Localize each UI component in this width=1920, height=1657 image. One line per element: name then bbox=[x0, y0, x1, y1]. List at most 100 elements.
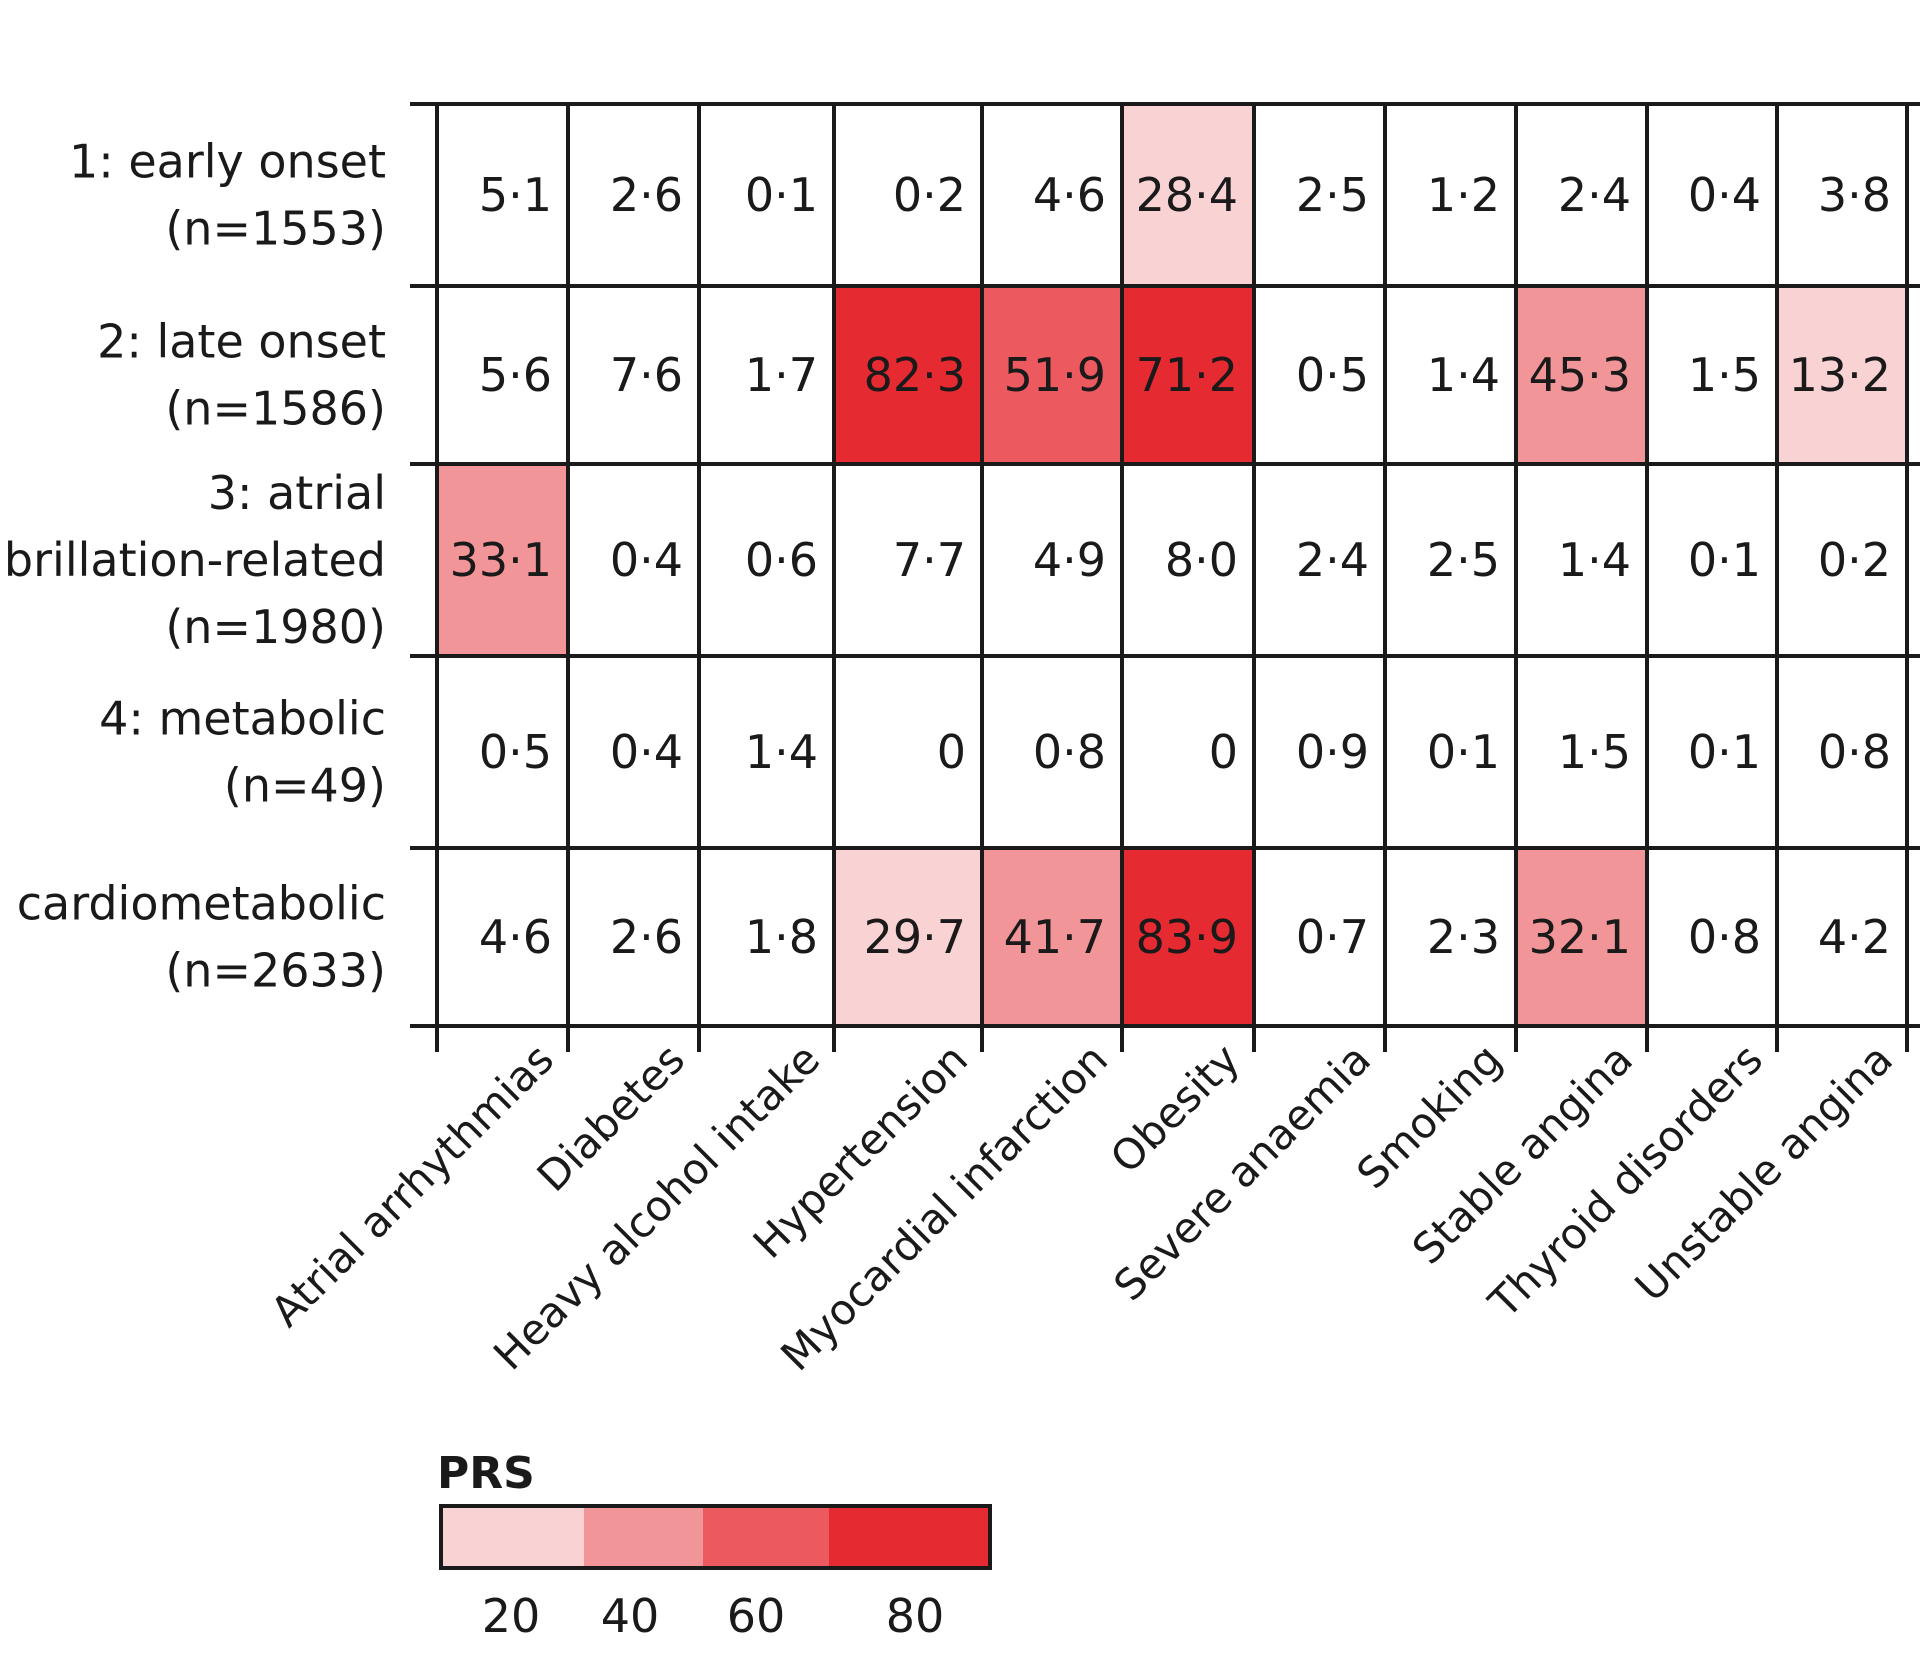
cell-value-label: 28·4 bbox=[1136, 168, 1238, 222]
cell-value-label: 0·1 bbox=[1427, 725, 1500, 779]
row-label: 1: early onset bbox=[69, 135, 386, 189]
cell-value-label: 0·5 bbox=[1296, 348, 1369, 402]
heatmap-cell bbox=[437, 848, 568, 1026]
cell-value-label: 4·9 bbox=[1033, 533, 1106, 587]
cell-value-label: 51·9 bbox=[1004, 348, 1106, 402]
row-label: (n=1553) bbox=[165, 202, 386, 256]
heatmap-cell bbox=[699, 104, 834, 286]
cell-value-labels: 5·1 2·6 0·1 0·2 4·6 28·4 2·5 1·2 2·4 0·4 3·8 5·6 7·6… bbox=[450, 168, 1891, 964]
heatmap-cell bbox=[1122, 656, 1254, 848]
heatmap-cell bbox=[1254, 464, 1385, 656]
heatmap-cell bbox=[1516, 286, 1647, 464]
heatmap-cell bbox=[1254, 848, 1385, 1026]
cell-value-label: 1·8 bbox=[745, 910, 818, 964]
cell-value-label: 1·2 bbox=[1427, 168, 1500, 222]
cell-value-label: 4·6 bbox=[479, 910, 552, 964]
cell-value-label: 0·4 bbox=[1688, 168, 1761, 222]
cell-value-label: 83·9 bbox=[1136, 910, 1238, 964]
cell-value-label: 0 bbox=[1209, 725, 1238, 779]
heatmap-cell bbox=[1385, 848, 1516, 1026]
cell-value-label: 1·5 bbox=[1688, 348, 1761, 402]
heatmap-cell bbox=[1122, 286, 1254, 464]
heatmap-cell bbox=[437, 104, 568, 286]
heatmap-cell bbox=[1647, 656, 1777, 848]
heatmap-cell bbox=[834, 656, 982, 848]
heatmap-cell bbox=[568, 286, 699, 464]
heatmap-cell bbox=[834, 464, 982, 656]
cell-value-label: 0 bbox=[937, 725, 966, 779]
heatmap-cell bbox=[1385, 464, 1516, 656]
cell-value-label: 0·2 bbox=[1818, 533, 1891, 587]
heatmap-cell bbox=[1777, 286, 1907, 464]
heatmap-cell bbox=[982, 848, 1122, 1026]
cell-value-label: 4·2 bbox=[1818, 910, 1891, 964]
cell-value-label: 0·8 bbox=[1818, 725, 1891, 779]
legend-tick-label: 60 bbox=[727, 1589, 786, 1643]
cell-value-label: 1·4 bbox=[1427, 348, 1500, 402]
cell-value-label: 2·5 bbox=[1427, 533, 1500, 587]
cell-value-label: 0·1 bbox=[1688, 725, 1761, 779]
heatmap-cell bbox=[1647, 104, 1777, 286]
heatmap-cell bbox=[982, 104, 1122, 286]
heatmap-cell bbox=[1516, 104, 1647, 286]
heatmap-cell bbox=[1777, 104, 1907, 286]
heatmap-cell bbox=[1385, 104, 1516, 286]
heatmap-cell bbox=[699, 464, 834, 656]
heatmap-cell bbox=[1777, 848, 1907, 1026]
heatmap-cell bbox=[1254, 104, 1385, 286]
legend-tick-label: 20 bbox=[482, 1589, 541, 1643]
heatmap-cell bbox=[437, 464, 568, 656]
heatmap-cell bbox=[1777, 464, 1907, 656]
cell-value-label: 1·5 bbox=[1558, 725, 1631, 779]
heatmap-cell bbox=[1777, 656, 1907, 848]
color-legend: PRS 20 40 60 80 bbox=[437, 1448, 992, 1643]
legend-color-bin bbox=[443, 1508, 584, 1566]
heatmap-cell bbox=[1647, 286, 1777, 464]
cell-value-label: 0·1 bbox=[1688, 533, 1761, 587]
cell-value-label: 13·2 bbox=[1789, 348, 1891, 402]
cell-value-label: 8·0 bbox=[1165, 533, 1238, 587]
cell-value-label: 41·7 bbox=[1004, 910, 1106, 964]
cell-value-label: 0·6 bbox=[745, 533, 818, 587]
cell-value-label: 33·1 bbox=[450, 533, 552, 587]
cell-value-label: 1·4 bbox=[745, 725, 818, 779]
cell-value-label: 3·8 bbox=[1818, 168, 1891, 222]
cell-value-label: 2·4 bbox=[1296, 533, 1369, 587]
legend-color-bin bbox=[829, 1508, 988, 1566]
heatmap-cell bbox=[568, 656, 699, 848]
cell-value-label: 0·5 bbox=[479, 725, 552, 779]
heatmap-cell bbox=[568, 848, 699, 1026]
cell-value-label: 0·9 bbox=[1296, 725, 1369, 779]
cell-value-label: 0·8 bbox=[1688, 910, 1761, 964]
column-label: Atrial arrhythmias bbox=[261, 1034, 563, 1336]
row-label: 4: metabolic bbox=[99, 692, 386, 746]
legend-title: PRS bbox=[437, 1448, 535, 1499]
heatmap-cell bbox=[1647, 848, 1777, 1026]
cell-value-label: 0·4 bbox=[610, 725, 683, 779]
cell-value-label: 82·3 bbox=[864, 348, 966, 402]
heatmap-cell bbox=[437, 286, 568, 464]
cell-value-label: 0·4 bbox=[610, 533, 683, 587]
row-label: 2: late onset bbox=[97, 315, 386, 369]
heatmap-cell bbox=[1385, 656, 1516, 848]
heatmap-cell bbox=[834, 848, 982, 1026]
cell-value-label: 7·6 bbox=[610, 348, 683, 402]
row-labels: 1: early onset (n=1553) 2: late onset (n=15… bbox=[0, 135, 386, 998]
heatmap-cell bbox=[1385, 286, 1516, 464]
cell-value-label: 2·4 bbox=[1558, 168, 1631, 222]
row-label: 5: cardiometabolic bbox=[0, 877, 386, 931]
cell-value-label: 5·1 bbox=[479, 168, 552, 222]
cell-value-label: 4·6 bbox=[1033, 168, 1106, 222]
row-label: fibrillation-related bbox=[0, 533, 386, 587]
heatmap-cell bbox=[1516, 656, 1647, 848]
cell-value-label: 0·8 bbox=[1033, 725, 1106, 779]
cell-value-label: 1·4 bbox=[1558, 533, 1631, 587]
cell-value-label: 2·6 bbox=[610, 910, 683, 964]
cell-value-label: 0·7 bbox=[1296, 910, 1369, 964]
cell-value-label: 2·3 bbox=[1427, 910, 1500, 964]
heatmap-cell bbox=[1647, 464, 1777, 656]
cell-value-label: 7·7 bbox=[893, 533, 966, 587]
heatmap-cell bbox=[1516, 848, 1647, 1026]
legend-tick-label: 80 bbox=[886, 1589, 945, 1643]
